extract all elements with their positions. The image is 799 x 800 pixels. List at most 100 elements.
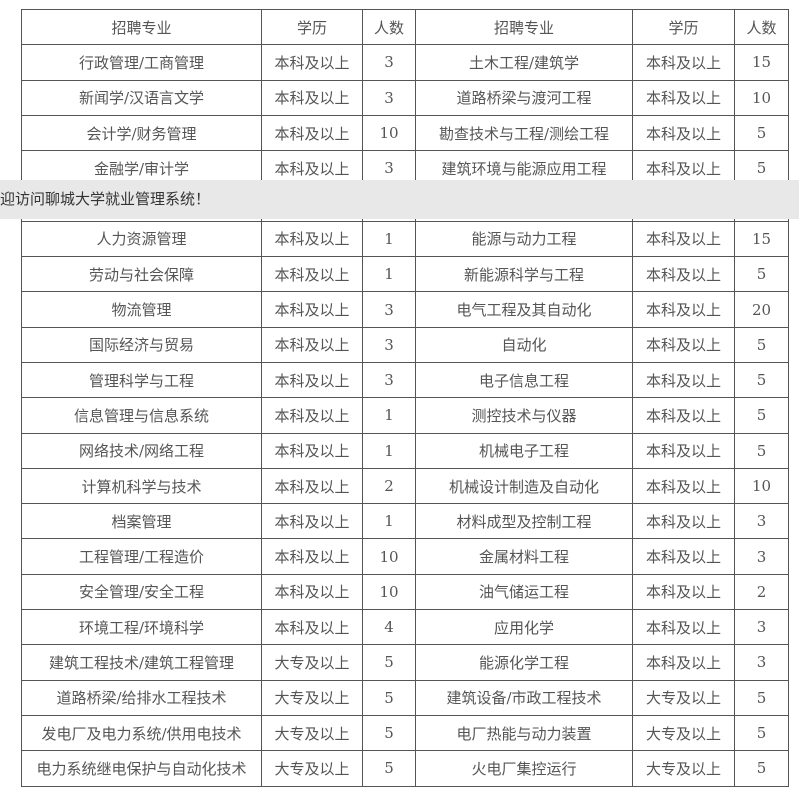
cell-education: 本科及以上 bbox=[261, 397, 363, 434]
table-header-row: 招聘专业 学历 人数 招聘专业 学历 人数 bbox=[21, 8, 789, 46]
cell-major: 计算机科学与技术 bbox=[21, 467, 262, 505]
table-row: 新闻学/汉语言文学 本科及以上 3 道路桥梁与渡河工程 本科及以上 10 bbox=[21, 79, 789, 116]
cell-education: 本科及以上 bbox=[632, 573, 735, 611]
cell-major: 人力资源管理 bbox=[21, 220, 262, 258]
header-count: 人数 bbox=[734, 8, 789, 46]
cell-education: 大专及以上 bbox=[261, 714, 363, 752]
cell-major: 电厂热能与动力装置 bbox=[415, 714, 633, 752]
cell-major: 火电厂集控运行 bbox=[415, 750, 633, 787]
table-row: 电力系统继电保护与自动化技术 大专及以上 5 火电厂集控运行 大专及以上 5 bbox=[21, 750, 789, 787]
cell-count: 3 bbox=[734, 609, 789, 646]
welcome-text: 迎访问聊城大学就业管理系统！ bbox=[0, 190, 211, 208]
cell-major: 油气储运工程 bbox=[415, 573, 633, 611]
cell-count: 5 bbox=[734, 679, 789, 716]
header-education: 学历 bbox=[261, 8, 363, 46]
cell-education: 本科及以上 bbox=[632, 114, 735, 152]
cell-education: 本科及以上 bbox=[261, 220, 363, 258]
cell-count: 3 bbox=[362, 44, 416, 81]
cell-education: 本科及以上 bbox=[632, 44, 735, 81]
cell-count: 5 bbox=[734, 361, 789, 399]
cell-education: 本科及以上 bbox=[632, 644, 735, 681]
cell-education: 本科及以上 bbox=[261, 291, 363, 328]
cell-count: 1 bbox=[362, 503, 416, 540]
cell-major: 自动化 bbox=[415, 326, 633, 363]
cell-major: 环境工程/环境科学 bbox=[21, 609, 262, 646]
cell-count: 15 bbox=[734, 44, 789, 81]
cell-major: 道路桥梁与渡河工程 bbox=[415, 79, 633, 116]
cell-major: 行政管理/工商管理 bbox=[21, 44, 262, 81]
cell-major: 劳动与社会保障 bbox=[21, 256, 262, 293]
cell-education: 本科及以上 bbox=[632, 79, 735, 116]
cell-education: 本科及以上 bbox=[261, 326, 363, 363]
cell-education: 本科及以上 bbox=[261, 503, 363, 540]
cell-major: 土木工程/建筑学 bbox=[415, 44, 633, 81]
table-row: 会计学/财务管理 本科及以上 10 勘查技术与工程/测绘工程 本科及以上 5 bbox=[21, 114, 789, 152]
cell-count: 3 bbox=[734, 644, 789, 681]
cell-education: 本科及以上 bbox=[632, 220, 735, 258]
cell-education: 本科及以上 bbox=[261, 79, 363, 116]
cell-count: 5 bbox=[734, 750, 789, 787]
cell-count: 20 bbox=[734, 291, 789, 328]
cell-major: 会计学/财务管理 bbox=[21, 114, 262, 152]
cell-count: 5 bbox=[734, 432, 789, 469]
cell-count: 5 bbox=[734, 256, 789, 293]
cell-major: 建筑设备/市政工程技术 bbox=[415, 679, 633, 716]
header-education: 学历 bbox=[632, 8, 735, 46]
cell-education: 本科及以上 bbox=[261, 114, 363, 152]
cell-count: 5 bbox=[734, 114, 789, 152]
cell-count: 3 bbox=[734, 538, 789, 575]
cell-major: 建筑工程技术/建筑工程管理 bbox=[21, 644, 262, 681]
table-row: 建筑工程技术/建筑工程管理 大专及以上 5 能源化学工程 本科及以上 3 bbox=[21, 644, 789, 681]
cell-major: 机械电子工程 bbox=[415, 432, 633, 469]
cell-education: 本科及以上 bbox=[261, 44, 363, 81]
cell-count: 5 bbox=[362, 679, 416, 716]
cell-major: 新闻学/汉语言文学 bbox=[21, 79, 262, 116]
header-count: 人数 bbox=[362, 8, 416, 46]
table-row: 劳动与社会保障 本科及以上 1 新能源科学与工程 本科及以上 5 bbox=[21, 256, 789, 293]
cell-major: 金属材料工程 bbox=[415, 538, 633, 575]
cell-count: 3 bbox=[362, 291, 416, 328]
cell-major: 工程管理/工程造价 bbox=[21, 538, 262, 575]
cell-major: 物流管理 bbox=[21, 291, 262, 328]
cell-major: 能源与动力工程 bbox=[415, 220, 633, 258]
cell-major: 机械设计制造及自动化 bbox=[415, 467, 633, 505]
table-row: 道路桥梁/给排水工程技术 大专及以上 5 建筑设备/市政工程技术 大专及以上 5 bbox=[21, 679, 789, 716]
table-row: 物流管理 本科及以上 3 电气工程及其自动化 本科及以上 20 bbox=[21, 291, 789, 328]
cell-count: 10 bbox=[362, 114, 416, 152]
cell-count: 1 bbox=[362, 220, 416, 258]
table-row: 发电厂及电力系统/供用电技术 大专及以上 5 电厂热能与动力装置 大专及以上 5 bbox=[21, 714, 789, 752]
table-row: 网络技术/网络工程 本科及以上 1 机械电子工程 本科及以上 5 bbox=[21, 432, 789, 469]
cell-major: 应用化学 bbox=[415, 609, 633, 646]
cell-count: 3 bbox=[362, 361, 416, 399]
cell-count: 10 bbox=[362, 573, 416, 611]
cell-count: 4 bbox=[362, 609, 416, 646]
table-row: 信息管理与信息系统 本科及以上 1 测控技术与仪器 本科及以上 5 bbox=[21, 397, 789, 434]
cell-count: 15 bbox=[734, 220, 789, 258]
cell-count: 2 bbox=[734, 573, 789, 611]
cell-major: 发电厂及电力系统/供用电技术 bbox=[21, 714, 262, 752]
cell-count: 1 bbox=[362, 397, 416, 434]
table-body: 行政管理/工商管理 本科及以上 3 土木工程/建筑学 本科及以上 15 新闻学/汉语言文学本… bbox=[21, 44, 789, 787]
cell-education: 本科及以上 bbox=[261, 432, 363, 469]
cell-count: 10 bbox=[734, 467, 789, 505]
cell-count: 3 bbox=[734, 503, 789, 540]
cell-major: 信息管理与信息系统 bbox=[21, 397, 262, 434]
cell-major: 材料成型及控制工程 bbox=[415, 503, 633, 540]
table-row: 安全管理/安全工程 本科及以上 10 油气储运工程 本科及以上 2 bbox=[21, 573, 789, 611]
cell-education: 本科及以上 bbox=[632, 397, 735, 434]
cell-count: 1 bbox=[362, 256, 416, 293]
cell-education: 本科及以上 bbox=[632, 538, 735, 575]
welcome-banner: 迎访问聊城大学就业管理系统！ bbox=[0, 180, 799, 219]
cell-major: 勘查技术与工程/测绘工程 bbox=[415, 114, 633, 152]
cell-count: 5 bbox=[362, 714, 416, 752]
cell-education: 大专及以上 bbox=[261, 679, 363, 716]
cell-education: 本科及以上 bbox=[632, 503, 735, 540]
cell-education: 本科及以上 bbox=[632, 361, 735, 399]
cell-education: 大专及以上 bbox=[632, 714, 735, 752]
cell-education: 本科及以上 bbox=[261, 467, 363, 505]
header-major: 招聘专业 bbox=[415, 8, 633, 46]
cell-count: 5 bbox=[734, 397, 789, 434]
cell-major: 电气工程及其自动化 bbox=[415, 291, 633, 328]
cell-count: 10 bbox=[362, 538, 416, 575]
cell-education: 本科及以上 bbox=[632, 467, 735, 505]
